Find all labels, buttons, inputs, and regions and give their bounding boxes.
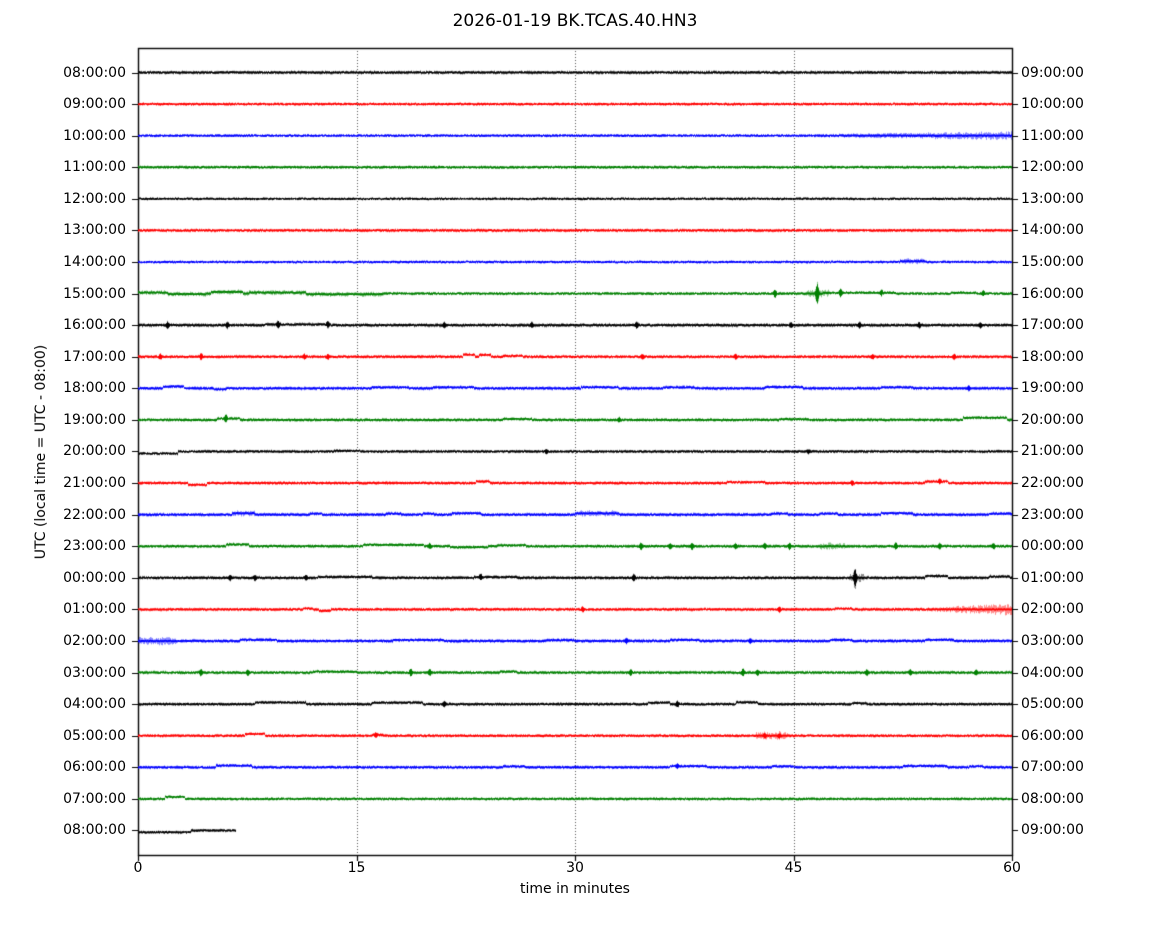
row-end-time-label: 04:00:00 <box>1021 664 1084 681</box>
row-end-time-label: 13:00:00 <box>1021 190 1084 207</box>
row-end-time-label: 09:00:00 <box>1021 64 1084 81</box>
row-start-time-label: 06:00:00 <box>63 759 126 776</box>
row-end-time-label: 21:00:00 <box>1021 443 1084 460</box>
row-end-time-label: 16:00:00 <box>1021 285 1084 302</box>
row-start-time-label: 17:00:00 <box>63 348 126 365</box>
row-start-time-label: 19:00:00 <box>63 411 126 428</box>
row-start-time-label: 22:00:00 <box>63 506 126 523</box>
row-end-time-label: 03:00:00 <box>1021 632 1084 649</box>
row-start-time-label: 20:00:00 <box>63 443 126 460</box>
row-start-time-label: 00:00:00 <box>63 569 126 586</box>
row-end-time-label: 23:00:00 <box>1021 506 1084 523</box>
row-end-time-label: 14:00:00 <box>1021 222 1084 239</box>
row-start-time-label: 11:00:00 <box>63 159 126 176</box>
row-start-time-label: 03:00:00 <box>63 664 126 681</box>
row-end-time-label: 02:00:00 <box>1021 601 1084 618</box>
x-axis-label: time in minutes <box>520 881 630 897</box>
x-tick-label: 60 <box>1003 860 1021 876</box>
row-end-time-label: 09:00:00 <box>1021 822 1084 839</box>
row-end-time-label: 05:00:00 <box>1021 696 1084 713</box>
row-start-time-label: 08:00:00 <box>63 822 126 839</box>
row-end-time-label: 20:00:00 <box>1021 411 1084 428</box>
row-start-time-label: 12:00:00 <box>63 190 126 207</box>
row-end-time-label: 00:00:00 <box>1021 538 1084 555</box>
row-end-time-label: 08:00:00 <box>1021 790 1084 807</box>
row-end-time-label: 07:00:00 <box>1021 759 1084 776</box>
row-end-time-label: 22:00:00 <box>1021 475 1084 492</box>
row-end-time-label: 15:00:00 <box>1021 253 1084 270</box>
row-start-time-label: 08:00:00 <box>63 64 126 81</box>
row-start-time-label: 14:00:00 <box>63 253 126 270</box>
row-end-time-label: 18:00:00 <box>1021 348 1084 365</box>
row-end-time-label: 10:00:00 <box>1021 96 1084 113</box>
row-start-time-label: 02:00:00 <box>63 632 126 649</box>
row-start-time-label: 13:00:00 <box>63 222 126 239</box>
row-end-time-label: 06:00:00 <box>1021 727 1084 744</box>
row-start-time-label: 05:00:00 <box>63 727 126 744</box>
x-tick-label: 45 <box>784 860 803 876</box>
row-end-time-label: 17:00:00 <box>1021 317 1084 334</box>
row-end-time-label: 12:00:00 <box>1021 159 1084 176</box>
row-end-time-label: 01:00:00 <box>1021 569 1084 586</box>
row-end-time-label: 19:00:00 <box>1021 380 1084 397</box>
row-start-time-label: 04:00:00 <box>63 696 126 713</box>
x-tick-label: 15 <box>347 860 366 876</box>
row-start-time-label: 18:00:00 <box>63 380 126 397</box>
row-start-time-label: 09:00:00 <box>63 96 126 113</box>
row-start-time-label: 15:00:00 <box>63 285 126 302</box>
row-start-time-label: 21:00:00 <box>63 475 126 492</box>
row-start-time-label: 07:00:00 <box>63 790 126 807</box>
row-start-time-label: 23:00:00 <box>63 538 126 555</box>
row-start-time-label: 01:00:00 <box>63 601 126 618</box>
x-tick-label: 0 <box>133 860 143 876</box>
row-end-time-label: 11:00:00 <box>1021 127 1084 144</box>
chart-title: 2026-01-19 BK.TCAS.40.HN3 <box>452 11 698 31</box>
row-start-time-label: 16:00:00 <box>63 317 126 334</box>
x-tick-label: 30 <box>566 860 584 876</box>
row-start-time-label: 10:00:00 <box>63 127 126 144</box>
